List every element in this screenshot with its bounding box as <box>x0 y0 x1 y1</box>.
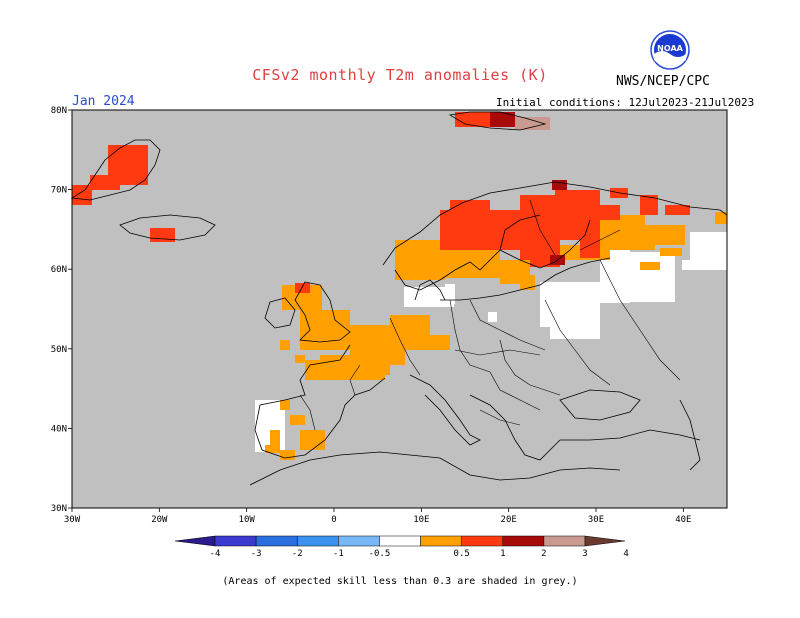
lat-tick-label: 30N <box>51 504 67 514</box>
lat-tick-label: 50N <box>51 345 67 355</box>
colorbar-label: -2 <box>292 549 303 559</box>
coastlines <box>70 111 728 486</box>
colorbar-label: -4 <box>210 549 221 559</box>
noaa-logo: NOAA <box>650 30 690 70</box>
colorbar-label: 1 <box>500 549 505 559</box>
anomaly-1-to-2 <box>72 112 690 293</box>
colorbar-min-arrow <box>174 535 216 547</box>
lat-tick-label: 60N <box>51 265 67 275</box>
colorbar-swatch <box>543 535 586 547</box>
colorbar-swatch <box>296 535 339 547</box>
anomaly-3-to-4 <box>515 117 550 130</box>
colorbar-label: -0.5 <box>369 549 391 559</box>
lon-tick-label: 20W <box>151 515 168 525</box>
colorbar-max-arrow <box>584 535 626 547</box>
colorbar-swatch <box>502 535 545 547</box>
map-background <box>72 110 727 508</box>
map-title: CFSv2 monthly T2m anomalies (K) <box>252 66 548 84</box>
colorbar: -4 -3 -2 -1 -0.5 0.5 1 2 3 4 <box>174 535 629 559</box>
lat-tick-label: 70N <box>51 186 67 196</box>
lon-tick-label: 0 <box>331 515 336 525</box>
colorbar-swatch <box>379 535 421 547</box>
colorbar-label: 4 <box>623 549 628 559</box>
colorbar-swatch <box>214 535 257 547</box>
lon-tick-label: 30E <box>588 515 604 525</box>
initial-conditions: Initial conditions: 12Jul2023-21Jul2023 <box>496 96 755 109</box>
lon-tick-label: 30W <box>64 515 81 525</box>
lon-tick-label: 40E <box>675 515 691 525</box>
forecast-month: Jan 2024 <box>72 94 135 109</box>
agency-label: NWS/NCEP/CPC <box>616 74 710 89</box>
colorbar-label: 2 <box>541 549 546 559</box>
colorbar-swatch <box>461 535 504 547</box>
colorbar-swatch <box>255 535 298 547</box>
lon-tick-label: 20E <box>501 515 517 525</box>
lat-tick-label: 80N <box>51 106 67 116</box>
map-frame <box>71 109 728 509</box>
lat-tick-label: 40N <box>51 424 67 434</box>
skill-footnote: (Areas of expected skill less than 0.3 a… <box>222 576 578 587</box>
colorbar-label: 3 <box>582 549 587 559</box>
country-borders <box>299 199 681 431</box>
svg-text:NOAA: NOAA <box>657 44 683 53</box>
colorbar-swatch <box>420 535 462 547</box>
colorbar-label: -1 <box>333 549 344 559</box>
axis-ticks <box>68 109 684 512</box>
colorbar-label: 0.5 <box>454 549 470 559</box>
colorbar-swatch <box>338 535 380 547</box>
lon-tick-label: 10W <box>239 515 256 525</box>
colorbar-label: -3 <box>251 549 262 559</box>
lon-tick-label: 10E <box>413 515 429 525</box>
